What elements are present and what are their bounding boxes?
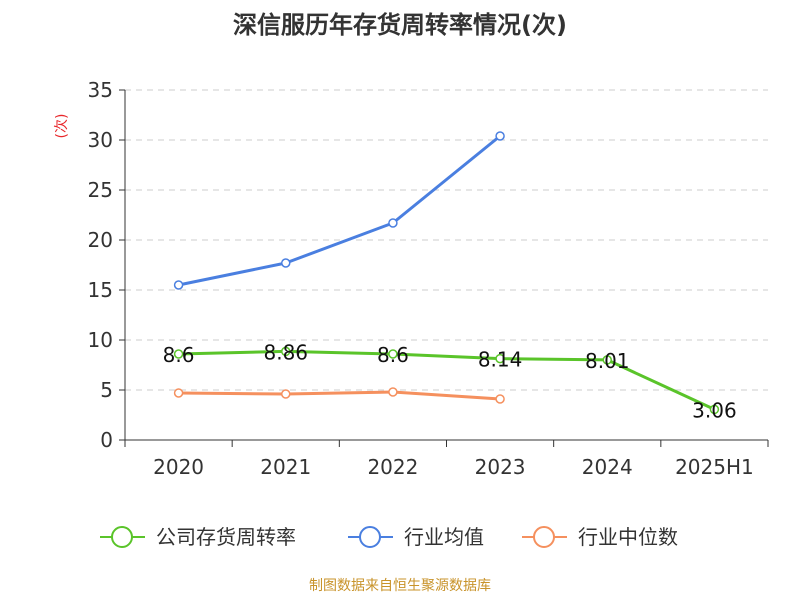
legend-marker-0 bbox=[111, 526, 133, 548]
data-point-2-2022[interactable] bbox=[388, 387, 398, 397]
data-point-2-2021[interactable] bbox=[281, 389, 291, 399]
y-tick-label-15: 15 bbox=[88, 278, 113, 302]
y-tick-label-30: 30 bbox=[88, 128, 113, 152]
data-point-1-2020[interactable] bbox=[173, 280, 184, 290]
source-note: 制图数据来自恒生聚源数据库 bbox=[309, 578, 491, 594]
data-point-0-2025H1[interactable] bbox=[709, 404, 720, 415]
series-1 bbox=[173, 131, 505, 290]
data-label-2025H1: 3.06 bbox=[692, 398, 737, 422]
x-tick-label-2025H1: 2025H1 bbox=[675, 455, 754, 479]
legend-item-2[interactable]: 行业中位数 bbox=[522, 525, 678, 549]
chart-title: 深信服历年存货周转率情况(次) bbox=[233, 11, 567, 39]
series-0 bbox=[173, 346, 720, 415]
data-point-0-2021[interactable] bbox=[281, 346, 291, 357]
data-point-1-2023[interactable] bbox=[495, 131, 505, 141]
legend-marker-1 bbox=[359, 526, 381, 548]
legend-item-1[interactable]: 行业均值 bbox=[348, 525, 484, 549]
data-point-0-2020[interactable] bbox=[173, 349, 184, 359]
x-tick-label-2020: 2020 bbox=[153, 455, 204, 479]
y-axis-unit: (次) bbox=[54, 114, 70, 139]
data-point-2-2023[interactable] bbox=[495, 394, 505, 404]
y-tick-label-25: 25 bbox=[88, 178, 113, 202]
legend-item-0[interactable]: 公司存货周转率 bbox=[100, 525, 296, 549]
x-tick-label-2023: 2023 bbox=[475, 455, 526, 479]
x-tick-label-2021: 2021 bbox=[260, 455, 311, 479]
data-point-1-2022[interactable] bbox=[388, 218, 398, 228]
data-label-2022: 8.6 bbox=[377, 343, 409, 367]
legend-label-0: 公司存货周转率 bbox=[156, 525, 296, 549]
data-point-0-2023[interactable] bbox=[495, 353, 505, 364]
data-labels: 8.6 8.86 8.6 8.14 8.01 3.06 bbox=[163, 340, 737, 422]
y-tick-label-5: 5 bbox=[100, 378, 113, 402]
axes: 0 5 10 15 20 25 30 35 2020 2021 2022 2023 2024 2025H1 bbox=[88, 78, 769, 479]
legend-label-1: 行业均值 bbox=[404, 525, 484, 549]
y-tick-label-10: 10 bbox=[88, 328, 113, 352]
y-tick-label-0: 0 bbox=[100, 428, 113, 452]
series-layer bbox=[173, 131, 720, 415]
legend-marker-2 bbox=[533, 526, 555, 548]
grid-lines bbox=[125, 89, 768, 391]
legend-label-2: 行业中位数 bbox=[578, 525, 678, 549]
data-label-2020: 8.6 bbox=[163, 343, 195, 367]
data-point-2-2020[interactable] bbox=[173, 388, 184, 398]
legend[interactable]: 公司存货周转率 行业均值 行业中位数 bbox=[100, 525, 678, 549]
data-point-0-2024[interactable] bbox=[602, 355, 612, 365]
series-line-1 bbox=[178, 134, 502, 287]
y-tick-label-20: 20 bbox=[88, 228, 113, 252]
series-2 bbox=[173, 387, 505, 404]
data-point-0-2022[interactable] bbox=[388, 349, 398, 359]
data-point-1-2021[interactable] bbox=[281, 258, 291, 268]
data-label-2021: 8.86 bbox=[263, 340, 308, 364]
series-line-2 bbox=[178, 390, 501, 401]
x-tick-label-2024: 2024 bbox=[582, 455, 633, 479]
series-line-0 bbox=[178, 349, 716, 411]
x-tick-label-2022: 2022 bbox=[367, 455, 418, 479]
data-label-2023: 8.14 bbox=[478, 348, 523, 372]
y-tick-label-35: 35 bbox=[88, 78, 113, 102]
data-label-2024: 8.01 bbox=[585, 349, 630, 373]
